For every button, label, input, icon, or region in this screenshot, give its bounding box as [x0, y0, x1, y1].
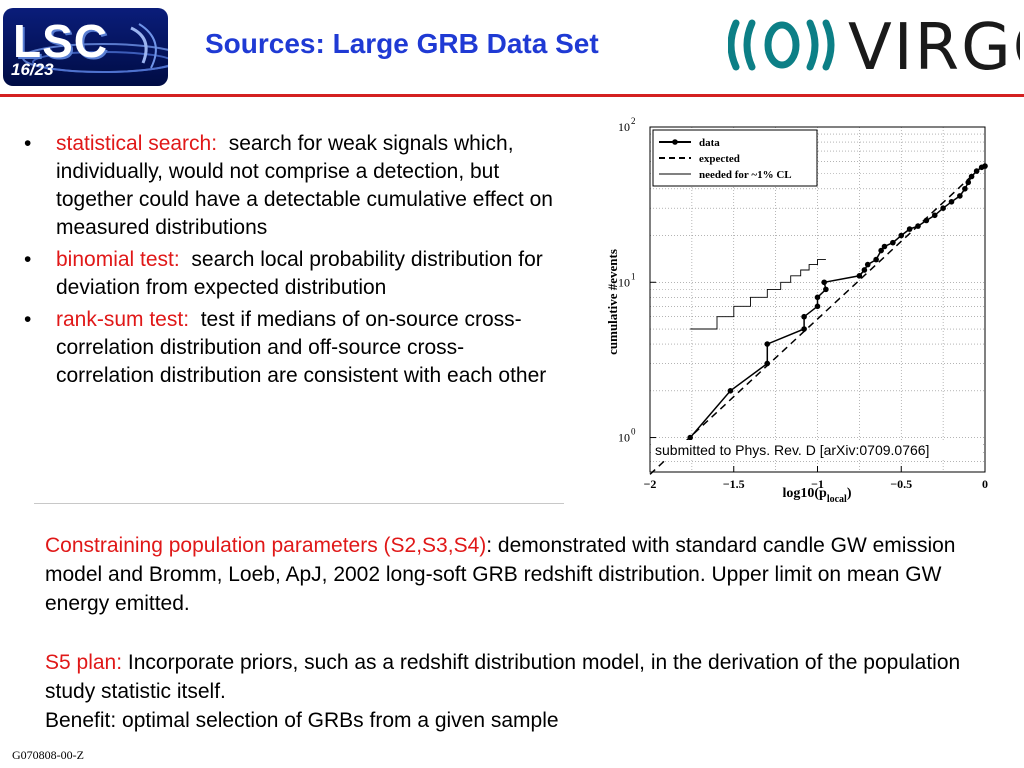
data-point: [873, 256, 879, 263]
population-paragraph: Constraining population parameters (S2,S…: [45, 531, 985, 618]
data-point: [856, 273, 863, 279]
virgo-logo: VIRGO: [727, 11, 1024, 85]
data-point: [948, 198, 955, 205]
s5-plan-paragraph: S5 plan: Incorporate priors, such as a r…: [45, 648, 985, 735]
paragraph-lead: S5 plan:: [45, 651, 123, 674]
legend-label-data: data: [699, 137, 720, 149]
data-point: [814, 303, 821, 310]
document-id: G070808-00-Z: [12, 748, 84, 762]
chart-annotation: submitted to Phys. Rev. D [arXiv:0709.07…: [655, 442, 929, 458]
virgo-wave-icon: VIRGO: [727, 11, 1024, 85]
data-point: [881, 243, 888, 250]
lsc-swoosh-icon: [22, 23, 168, 73]
series-layer: [649, 163, 988, 475]
x-tick-label: −1: [811, 477, 824, 491]
data-point: [898, 232, 905, 239]
bullet-item: • statistical search: search for weak si…: [22, 130, 562, 242]
page-title: Sources: Large GRB Data Set: [205, 28, 599, 59]
benefit-line: Benefit: optimal selection of GRBs from …: [45, 709, 559, 732]
paragraph-text: Incorporate priors, such as a redshift d…: [45, 651, 961, 703]
y-tick-exponent: 1: [631, 271, 636, 281]
data-point: [965, 179, 972, 186]
bullet-icon: •: [24, 308, 32, 331]
x-axis-label: log10(plocal): [782, 486, 851, 505]
virgo-logo-text: VIRGO: [848, 15, 1020, 75]
legend-label-expected: expected: [699, 153, 740, 165]
data-point: [890, 239, 896, 246]
bullet-list: • statistical search: search for weak si…: [22, 130, 562, 394]
lsc-logo: LSC 16/23: [3, 8, 168, 86]
y-tick-exponent: 2: [631, 116, 636, 126]
data-point: [764, 360, 771, 367]
data-point: [982, 163, 988, 169]
bullet-lead: binomial test:: [56, 248, 180, 271]
data-point: [801, 326, 807, 332]
x-tick-label: −1.5: [723, 477, 745, 491]
bullet-text: search for weak signals which, individua…: [56, 132, 553, 239]
y-tick-label: 10: [618, 431, 630, 445]
y-tick-label: 10: [618, 120, 630, 134]
data-point: [821, 279, 827, 286]
data-point: [931, 212, 938, 219]
x-tick-label: −2: [644, 477, 657, 491]
header-divider: [0, 94, 1024, 97]
y-axis-label: cumulative #events: [605, 249, 620, 355]
paragraph-text: : demonstrated with standard candle GW e…: [45, 534, 956, 615]
x-tick-label: 0: [982, 477, 988, 491]
annotation-background: [653, 440, 983, 460]
data-point: [962, 185, 968, 192]
data-point: [823, 286, 829, 293]
paragraph-lead: Constraining population parameters (S2,S…: [45, 534, 487, 557]
bullet-item: • rank-sum test: test if medians of on-s…: [22, 306, 562, 390]
data-point: [801, 313, 807, 320]
chart-legend: data expected needed for ~1% CL: [652, 129, 818, 187]
data-point: [727, 388, 734, 394]
data-point: [923, 217, 930, 224]
legend-marker-data: [672, 139, 678, 145]
y-tick-label: 10: [618, 275, 630, 289]
data-point: [878, 247, 884, 254]
series-needed-line: [690, 259, 826, 330]
section-divider: [34, 503, 564, 504]
data-point: [864, 261, 871, 268]
data-point: [968, 173, 975, 180]
legend-label-needed: needed for ~1% CL: [699, 169, 792, 181]
data-point: [973, 168, 980, 174]
page-number: 16/23: [11, 60, 54, 79]
y-tick-exponent: 0: [631, 427, 636, 437]
data-point: [940, 205, 946, 211]
data-point: [687, 434, 693, 441]
lsc-logo-text: LSC: [13, 15, 108, 67]
series-expected-line: [649, 163, 986, 475]
bullet-lead: statistical search:: [56, 132, 218, 155]
bullet-text: search local probability distribution fo…: [56, 248, 543, 299]
bullet-item: • binomial test: search local probabilit…: [22, 246, 562, 302]
data-point: [764, 341, 771, 347]
bullet-lead: rank-sum test:: [56, 308, 190, 331]
bullet-icon: •: [24, 248, 32, 271]
bullet-icon: •: [24, 132, 32, 155]
data-point: [814, 294, 821, 301]
data-point: [906, 226, 913, 232]
x-tick-label: −0.5: [890, 477, 912, 491]
data-point: [915, 223, 921, 229]
data-point: [957, 193, 963, 199]
bullet-text: test if medians of on-source cross-corre…: [56, 308, 547, 387]
data-point: [861, 267, 868, 273]
